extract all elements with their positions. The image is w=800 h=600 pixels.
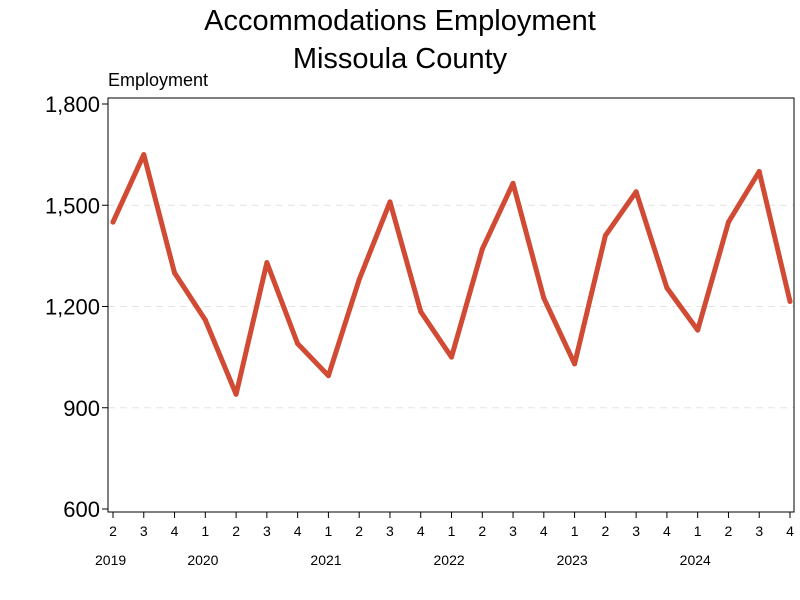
x-tick-label-quarter: 3 (755, 523, 763, 539)
data-point (418, 309, 424, 315)
x-tick-label-quarter: 4 (786, 523, 794, 539)
data-point (479, 246, 485, 252)
data-point (602, 233, 608, 239)
x-tick-label-quarter: 3 (386, 523, 394, 539)
x-tick-label-quarter: 4 (417, 523, 425, 539)
x-tick-label-year: 2024 (680, 552, 711, 568)
x-tick-label-year: 2023 (557, 552, 588, 568)
x-tick-label-year: 2022 (434, 552, 465, 568)
x-tick-label-quarter: 2 (355, 523, 363, 539)
data-point (387, 199, 393, 205)
data-point (172, 270, 178, 276)
x-axis: 2 3 4 1 2 3 4 1 2 3 4 1 2 3 4 1 2 3 4 1 2 3 4 2019 2020 2021 2022 2… (95, 512, 794, 568)
x-tick-label-quarter: 2 (478, 523, 486, 539)
data-point (541, 295, 547, 301)
x-tick-label-quarter: 2 (725, 523, 733, 539)
data-point (202, 317, 208, 323)
x-tick-label-quarter: 3 (632, 523, 640, 539)
x-tick-label-year: 2019 (95, 552, 126, 568)
x-tick-label-quarter: 1 (694, 523, 702, 539)
y-tick-label: 600 (63, 497, 100, 522)
x-tick-label-quarter: 4 (171, 523, 179, 539)
x-tick-label-quarter: 2 (109, 523, 117, 539)
data-point (725, 219, 731, 225)
data-point (325, 373, 331, 379)
x-tick-label-quarter: 2 (232, 523, 240, 539)
x-tick-label-quarter: 3 (263, 523, 271, 539)
chart-title: Accommodations Employment (204, 5, 596, 37)
data-point (633, 189, 639, 195)
data-point (295, 341, 301, 347)
x-tick-label-year: 2020 (187, 552, 218, 568)
y-tick-label: 1,500 (45, 193, 100, 218)
chart-subtitle: Missoula County (293, 43, 508, 75)
y-tick-label: 1,800 (45, 92, 100, 117)
x-tick-label-quarter: 1 (571, 523, 579, 539)
data-point (233, 391, 239, 397)
x-tick-label-quarter: 1 (325, 523, 333, 539)
data-point (449, 354, 454, 360)
gridlines (108, 204, 794, 409)
x-tick-label-quarter: 4 (663, 523, 671, 539)
data-point (110, 219, 116, 225)
x-tick-label-quarter: 3 (140, 523, 148, 539)
plot-area-frame (107, 97, 795, 513)
data-point (664, 285, 670, 291)
data-point (356, 277, 362, 282)
y-tick-label: 1,200 (45, 295, 100, 320)
series-layer (110, 152, 793, 397)
x-tick-label-quarter: 1 (448, 523, 456, 539)
data-point (787, 298, 793, 304)
y-tick-label: 900 (63, 396, 100, 421)
data-point (572, 361, 578, 367)
data-point (756, 169, 762, 174)
y-axis: 600 900 1,200 1,500 1,800 (45, 92, 108, 522)
x-tick-label-quarter: 1 (201, 523, 209, 539)
data-point (264, 260, 270, 266)
x-tick-label-year: 2021 (310, 552, 341, 568)
x-tick-label-quarter: 4 (294, 523, 302, 539)
data-point (141, 152, 147, 158)
x-tick-label-quarter: 3 (509, 523, 517, 539)
x-tick-label-quarter: 4 (540, 523, 548, 539)
data-point (695, 327, 701, 333)
data-point (510, 180, 516, 186)
x-tick-label-quarter: 2 (601, 523, 609, 539)
y-axis-label: Employment (108, 70, 208, 90)
